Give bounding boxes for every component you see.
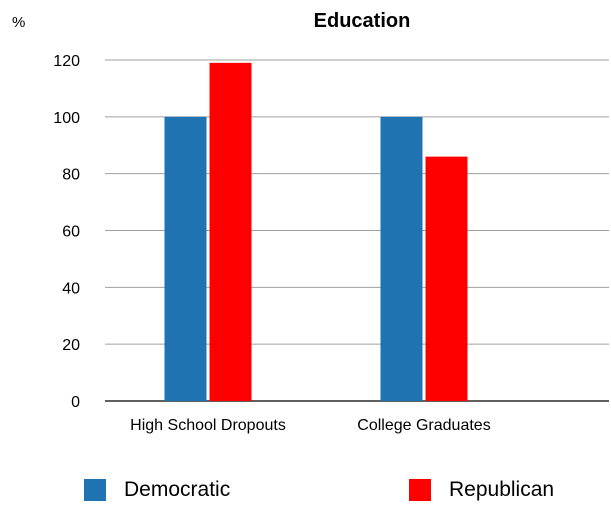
bar-democratic-0 — [164, 116, 207, 401]
y-tick-label: 100 — [53, 110, 80, 127]
y-tick-label: 20 — [62, 337, 80, 354]
legend-democratic: Democratic — [84, 478, 230, 502]
legend-swatch-republican — [409, 479, 431, 501]
x-category-label: College Graduates — [357, 417, 490, 434]
bar-republican-0 — [209, 62, 252, 401]
x-axis-categories: High School Dropouts College Graduates — [130, 417, 491, 434]
legend-label-democratic: Democratic — [124, 478, 231, 501]
legend-label-republican: Republican — [449, 478, 555, 501]
bar-republican-1 — [425, 156, 468, 401]
y-tick-label: 120 — [53, 53, 80, 70]
y-axis-ticks: 0 20 40 60 80 100 120 — [53, 53, 80, 411]
legend-republican: Republican — [409, 478, 554, 502]
bar-democratic-1 — [380, 116, 423, 401]
bars — [164, 62, 468, 401]
y-tick-label: 80 — [62, 167, 80, 184]
chart-title: Education — [314, 10, 411, 32]
bar-chart: Education % 0 20 40 60 80 100 120 High School … — [12, 10, 609, 434]
legend-swatch-democratic — [84, 479, 106, 501]
y-tick-label: 0 — [71, 394, 80, 411]
y-tick-label: 40 — [62, 280, 80, 297]
y-axis-unit: % — [12, 14, 25, 31]
y-tick-label: 60 — [62, 224, 80, 241]
x-category-label: High School Dropouts — [130, 417, 286, 434]
